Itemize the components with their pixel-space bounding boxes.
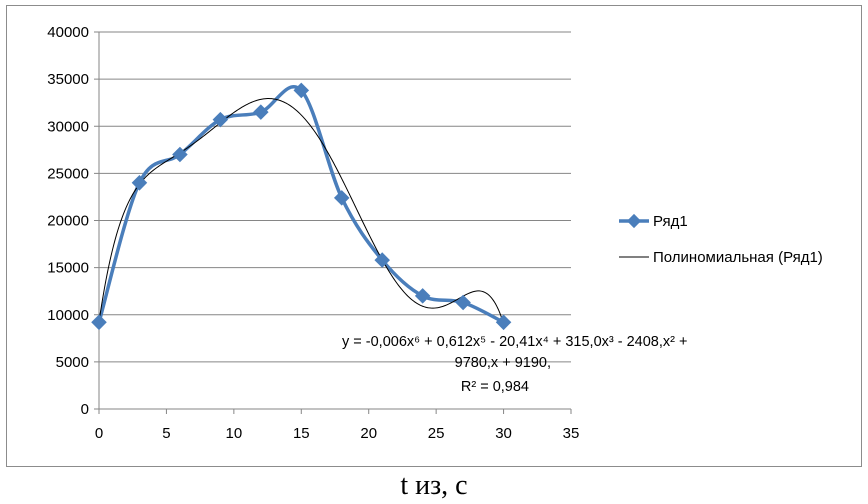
y-tick-label: 5000 [56, 354, 89, 371]
x-tick-label: 20 [360, 425, 377, 442]
legend-series-label: Ряд1 [653, 213, 688, 230]
axes [94, 31, 572, 414]
chart-border [6, 5, 862, 467]
trendline-equation-line: 9780,x + 9190, [455, 355, 551, 371]
trendline-layer [98, 98, 505, 324]
y-tick-label: 40000 [47, 24, 89, 41]
x-tick-label: 30 [495, 425, 512, 442]
x-tick-label: 0 [95, 425, 103, 442]
x-tick-label: 15 [293, 425, 310, 442]
data-point-marker [374, 252, 390, 268]
y-tick-label: 15000 [47, 260, 89, 277]
chart-container: 0 5000 10000 15000 20000 25000 30000 35000 40000… [6, 5, 862, 467]
legend: Ряд1 Полиномиальная (Ряд1) [619, 213, 823, 266]
y-tick-label: 35000 [47, 71, 89, 88]
legend-trendline-label: Полиномиальная (Ряд1) [653, 249, 823, 266]
data-point-marker [212, 111, 229, 128]
x-tick-label: 35 [563, 425, 580, 442]
trendline-polynomial [98, 98, 505, 324]
x-tick-label: 10 [226, 425, 243, 442]
data-point-marker [91, 314, 107, 331]
y-tick-label: 0 [81, 401, 89, 418]
data-point-marker [495, 314, 512, 331]
y-tick-label: 10000 [47, 307, 89, 324]
data-point-marker [172, 146, 188, 163]
y-tick-labels: 0 5000 10000 15000 20000 25000 30000 35000 40000 [47, 24, 89, 418]
trendline-equation-line: R² = 0,984 [461, 379, 529, 395]
y-tick-label: 25000 [47, 165, 89, 182]
data-point-marker [414, 288, 431, 304]
x-axis-caption: t из, с [400, 470, 468, 501]
data-markers [91, 82, 512, 331]
data-point-marker [455, 294, 471, 311]
x-tick-labels: 0 5 10 15 20 25 30 35 [95, 425, 580, 442]
grid-lines [99, 31, 571, 363]
data-point-marker [333, 190, 350, 206]
x-tick-label: 25 [428, 425, 445, 442]
y-tick-label: 30000 [47, 118, 89, 135]
trendline-equation: y = -0,006x⁶ + 0,612x⁵ - 20,41x⁴ + 315,0… [342, 334, 687, 395]
chart-svg: 0 5000 10000 15000 20000 25000 30000 35000 40000… [6, 5, 862, 467]
x-tick-label: 5 [162, 425, 170, 442]
data-point-marker [131, 175, 148, 191]
trendline-equation-line: y = -0,006x⁶ + 0,612x⁵ - 20,41x⁴ + 315,0… [342, 334, 687, 350]
data-point-marker [293, 82, 310, 99]
legend-series-marker [626, 213, 642, 229]
data-point-marker [253, 104, 269, 120]
y-tick-label: 20000 [47, 213, 89, 230]
